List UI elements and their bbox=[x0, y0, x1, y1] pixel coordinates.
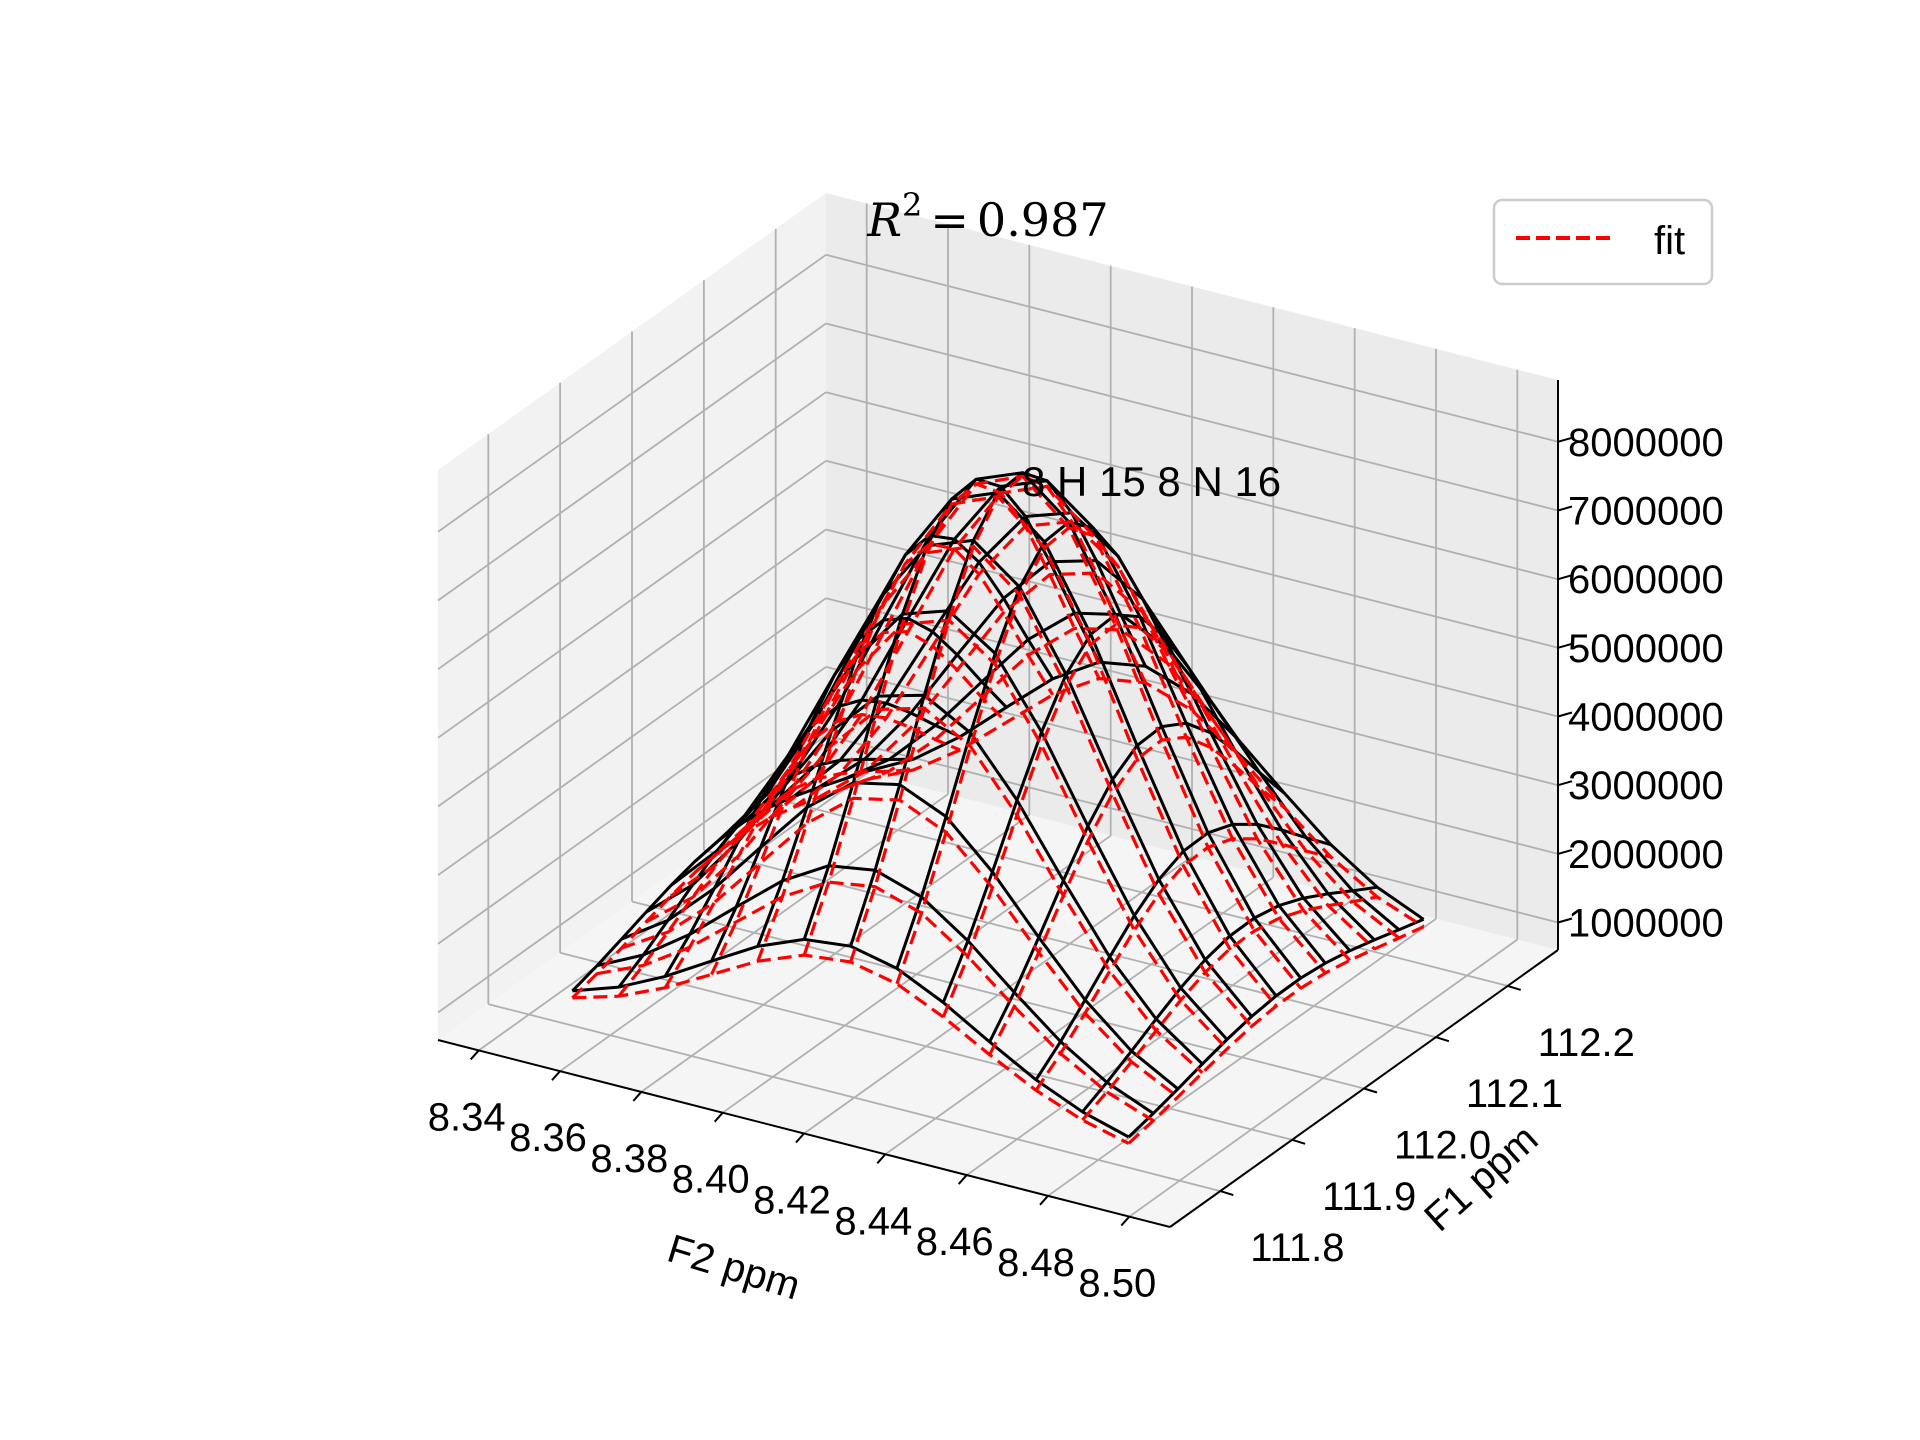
x-tick-label: 8.40 bbox=[672, 1158, 750, 1202]
tick-mark bbox=[1507, 984, 1521, 991]
tick-mark bbox=[469, 1049, 480, 1061]
x-tick-label: 8.42 bbox=[753, 1179, 831, 1223]
surface-line bbox=[988, 735, 1286, 1056]
surface-line bbox=[1127, 925, 1425, 1145]
z-tick-label: 1000000 bbox=[1568, 902, 1724, 946]
title-value: 0.987 bbox=[977, 193, 1109, 247]
gridline bbox=[437, 528, 827, 808]
y-tick-label: 111.9 bbox=[1322, 1175, 1416, 1219]
x-tick-label: 8.44 bbox=[834, 1199, 912, 1243]
surface-line bbox=[941, 613, 1240, 1004]
tick-mark bbox=[957, 1174, 968, 1185]
title-symbol: R bbox=[866, 193, 902, 247]
tick-mark bbox=[1220, 1190, 1234, 1197]
z-tick-label: 5000000 bbox=[1568, 627, 1724, 671]
tick-mark bbox=[1557, 780, 1573, 787]
gridline bbox=[703, 849, 1437, 1039]
legend: fit bbox=[1492, 198, 1714, 286]
tick-mark bbox=[1363, 1087, 1378, 1094]
surface-line bbox=[1127, 917, 1425, 1139]
y-tick-label: 112.0 bbox=[1394, 1124, 1491, 1168]
x-tick-label: 8.38 bbox=[590, 1137, 668, 1181]
surface-line bbox=[710, 616, 1008, 962]
z-tick-label: 4000000 bbox=[1568, 696, 1724, 740]
x-tick-label: 8.36 bbox=[509, 1116, 587, 1160]
gridline bbox=[825, 459, 1559, 649]
tick-mark bbox=[1557, 711, 1573, 718]
surface-line bbox=[571, 777, 868, 1000]
gridline bbox=[631, 900, 1365, 1090]
surface-line bbox=[1034, 822, 1332, 1081]
z-tick-label: 6000000 bbox=[1568, 558, 1724, 602]
chart-title: R2 = 0.987 bbox=[866, 186, 1108, 247]
gridline bbox=[825, 734, 1559, 924]
gridline bbox=[825, 322, 1559, 512]
tick-mark bbox=[632, 1091, 643, 1102]
gridline bbox=[488, 1003, 1221, 1192]
gridline bbox=[437, 460, 827, 739]
gridline bbox=[437, 322, 827, 602]
z-tick-label: 2000000 bbox=[1568, 833, 1724, 877]
y-tick-label: 112.2 bbox=[1538, 1021, 1635, 1065]
surface-line bbox=[756, 542, 1055, 962]
surface-line bbox=[1034, 837, 1332, 1092]
tick-mark bbox=[1039, 1195, 1049, 1206]
z-tick-label: 3000000 bbox=[1568, 764, 1724, 808]
tick-mark bbox=[1291, 1138, 1306, 1145]
x-axis-label: F2 ppm bbox=[663, 1227, 806, 1309]
x-tick-label: 8.50 bbox=[1078, 1262, 1156, 1306]
gridline bbox=[437, 597, 827, 876]
surface-line bbox=[1081, 885, 1378, 1113]
title-equals: = bbox=[930, 193, 969, 247]
gridline bbox=[825, 253, 1559, 443]
fit-surface bbox=[571, 474, 1425, 1145]
surface-line bbox=[756, 534, 1054, 947]
x-tick-label: 8.46 bbox=[916, 1220, 994, 1264]
z-tick-label: 7000000 bbox=[1568, 490, 1724, 534]
peak-annotation: 8 H 15 8 N 16 bbox=[1022, 458, 1281, 505]
y-tick-label: 111.8 bbox=[1250, 1226, 1344, 1270]
z-tick-label: 8000000 bbox=[1568, 421, 1724, 465]
gridline bbox=[437, 666, 827, 945]
y-tick-label: 112.1 bbox=[1466, 1072, 1563, 1116]
tick-labels: 8.34 8.36 8.38 8.40 8.42 8.44 8.46 8.48 8.50 111.… bbox=[428, 421, 1724, 1306]
surface-line bbox=[817, 571, 1376, 951]
surface-line bbox=[802, 482, 1101, 956]
gridline bbox=[825, 391, 1559, 581]
tick-mark bbox=[1557, 505, 1573, 512]
surface-line bbox=[710, 629, 1008, 976]
tick-mark bbox=[1435, 1036, 1450, 1043]
surface-line bbox=[895, 520, 1194, 969]
tick-mark bbox=[876, 1153, 887, 1164]
surface-line bbox=[1081, 895, 1378, 1122]
gridline bbox=[437, 254, 827, 533]
surface-line bbox=[941, 623, 1240, 1018]
gridline bbox=[437, 391, 827, 670]
tick-mark bbox=[713, 1112, 724, 1123]
gridline bbox=[775, 798, 1508, 987]
tick-mark bbox=[1557, 917, 1573, 924]
tick-mark bbox=[1120, 1215, 1131, 1227]
tick-mark bbox=[795, 1132, 805, 1144]
x-tick-label: 8.48 bbox=[997, 1241, 1075, 1285]
surface-line bbox=[617, 768, 914, 998]
legend-fit-label: fit bbox=[1654, 219, 1685, 263]
surface-line bbox=[895, 526, 1194, 985]
gridline bbox=[437, 734, 827, 1014]
surface-line bbox=[617, 757, 914, 989]
tick-marks bbox=[469, 436, 1573, 1227]
gridline bbox=[825, 666, 1559, 855]
tick-mark bbox=[1557, 848, 1573, 855]
legend-frame bbox=[1492, 198, 1714, 286]
tick-mark bbox=[1557, 642, 1573, 649]
tick-mark bbox=[1557, 574, 1573, 581]
surface-plot bbox=[571, 471, 1425, 1145]
surface-line bbox=[849, 474, 1147, 963]
tick-mark bbox=[551, 1070, 561, 1081]
x-tick-label: 8.34 bbox=[428, 1095, 506, 1139]
tick-mark bbox=[1557, 436, 1573, 443]
title-exponent: 2 bbox=[902, 186, 922, 224]
